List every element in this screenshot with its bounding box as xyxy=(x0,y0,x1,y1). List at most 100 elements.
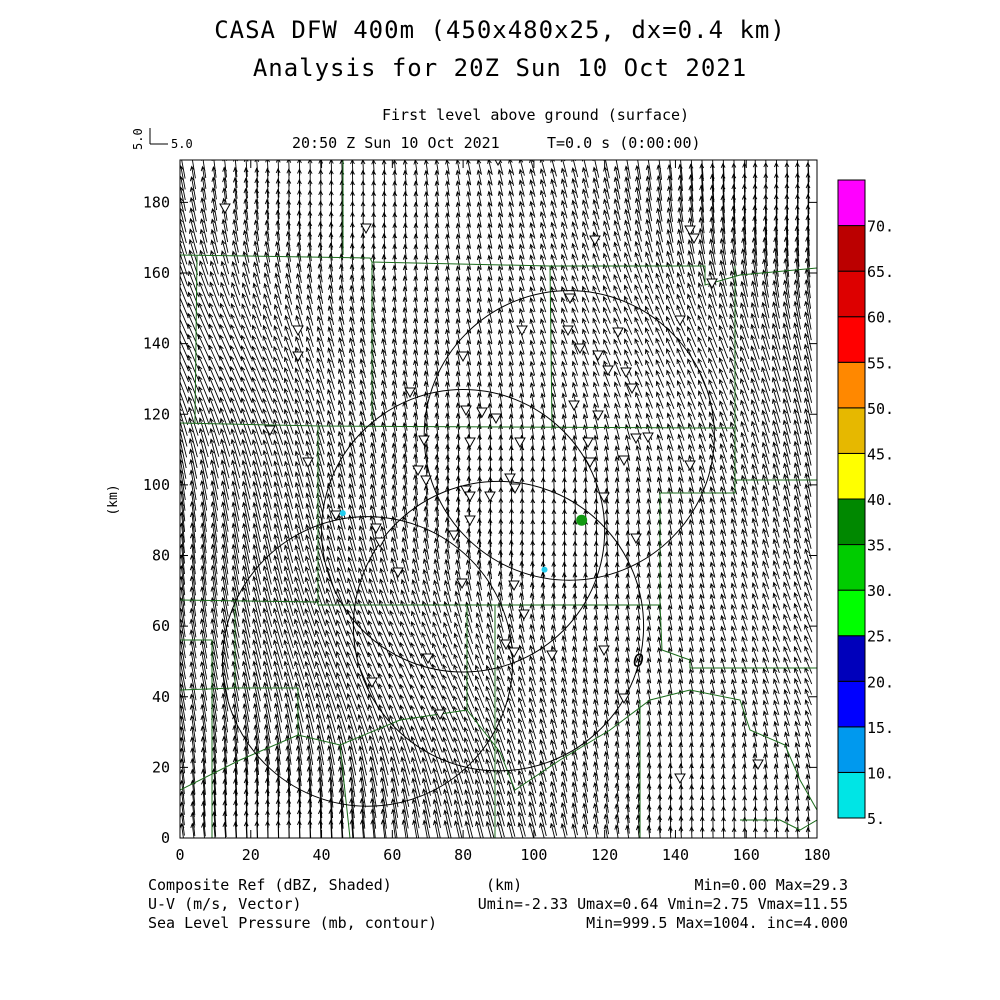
wind-vector xyxy=(709,593,716,610)
wind-vector xyxy=(773,731,779,747)
wind-vector xyxy=(539,666,547,686)
wind-vector xyxy=(624,208,632,231)
wind-vector xyxy=(528,780,537,805)
wind-vector xyxy=(477,455,482,472)
wind-vector xyxy=(262,544,272,574)
wind-vector xyxy=(180,315,190,340)
wind-vector xyxy=(581,274,590,292)
wind-vector xyxy=(739,345,750,370)
wind-vector xyxy=(571,349,579,366)
wind-vector xyxy=(305,440,315,466)
wind-vector xyxy=(197,333,211,361)
wind-vector xyxy=(518,275,525,292)
wind-vector xyxy=(572,635,578,653)
wind-vector xyxy=(285,283,293,305)
wind-vector xyxy=(604,445,609,461)
wind-vector xyxy=(667,529,673,546)
station-marker xyxy=(546,650,558,662)
wind-vector xyxy=(200,197,207,222)
wind-vector xyxy=(518,297,525,313)
wind-vector xyxy=(561,381,567,397)
wind-vector xyxy=(453,768,464,796)
wind-vector xyxy=(221,564,229,596)
wind-vector xyxy=(561,413,567,429)
wind-vector xyxy=(708,303,718,327)
wind-vector xyxy=(593,688,599,706)
wind-vector xyxy=(571,729,578,749)
wind-vector xyxy=(219,323,232,350)
wind-vector xyxy=(592,198,600,220)
radar-range-ring xyxy=(352,480,645,772)
wind-vector xyxy=(262,480,272,510)
wind-vector xyxy=(485,768,495,795)
county-boundary xyxy=(180,254,817,286)
wind-vector xyxy=(517,717,527,740)
wind-vector xyxy=(613,360,622,377)
wind-vector xyxy=(750,345,760,370)
wind-vector xyxy=(676,347,686,368)
wind-vector xyxy=(720,721,726,736)
wind-vector xyxy=(464,643,474,666)
wind-vector xyxy=(603,349,611,366)
wind-vector xyxy=(718,303,728,328)
wind-vector xyxy=(677,401,685,420)
wind-vector xyxy=(316,325,325,347)
wind-vector xyxy=(666,423,674,441)
wind-vector xyxy=(645,197,653,222)
wind-vector xyxy=(316,315,324,337)
wind-vector xyxy=(262,356,273,381)
wind-vector xyxy=(613,230,621,252)
wind-vector xyxy=(359,379,367,400)
wind-vector xyxy=(720,550,727,568)
colorbar-label: 55. xyxy=(867,354,894,372)
wind-vector xyxy=(740,258,748,287)
station-marker xyxy=(302,457,314,469)
wind-vector xyxy=(762,678,769,694)
wind-vector xyxy=(336,556,347,584)
wind-vector xyxy=(571,750,578,771)
wind-vector xyxy=(539,634,546,653)
wind-vector xyxy=(623,327,633,346)
wind-vector xyxy=(465,590,473,612)
wind-vector xyxy=(496,779,506,805)
wind-vector xyxy=(486,633,495,655)
wind-vector xyxy=(635,476,641,493)
wind-vector xyxy=(348,337,356,357)
wind-vector xyxy=(326,555,336,584)
wind-vector xyxy=(529,275,536,292)
wind-vector xyxy=(325,619,337,648)
wind-vector xyxy=(665,283,675,305)
wind-vector xyxy=(253,240,260,263)
wind-vector xyxy=(391,411,398,431)
wind-vector xyxy=(582,792,589,814)
wind-vector xyxy=(561,634,567,653)
wind-vector xyxy=(466,265,471,281)
wind-vector xyxy=(782,387,792,413)
wind-vector xyxy=(211,778,217,806)
wind-vector xyxy=(592,371,600,387)
wind-vector xyxy=(357,693,369,722)
wind-vector xyxy=(508,286,514,302)
wind-vector xyxy=(498,371,503,387)
wind-vector xyxy=(487,307,493,323)
wind-vector xyxy=(262,428,273,456)
wind-vector xyxy=(220,480,229,511)
wind-vector xyxy=(657,625,662,641)
wind-vector xyxy=(180,672,186,700)
wind-vector xyxy=(720,646,727,662)
y-tick-label: 20 xyxy=(152,758,170,776)
wind-vector xyxy=(455,307,461,323)
wind-vector xyxy=(294,544,304,574)
x-tick-label: 100 xyxy=(520,846,547,864)
wind-vector xyxy=(687,271,696,296)
wind-vector xyxy=(539,296,547,313)
wind-vector xyxy=(634,230,643,252)
wind-vector xyxy=(506,790,516,816)
wind-vector xyxy=(273,356,284,381)
wind-vector xyxy=(251,376,263,403)
wind-vector xyxy=(698,454,706,473)
wind-vector xyxy=(252,292,262,317)
wind-vector xyxy=(359,431,367,454)
wind-vector xyxy=(296,210,302,230)
wind-vector xyxy=(442,653,454,677)
